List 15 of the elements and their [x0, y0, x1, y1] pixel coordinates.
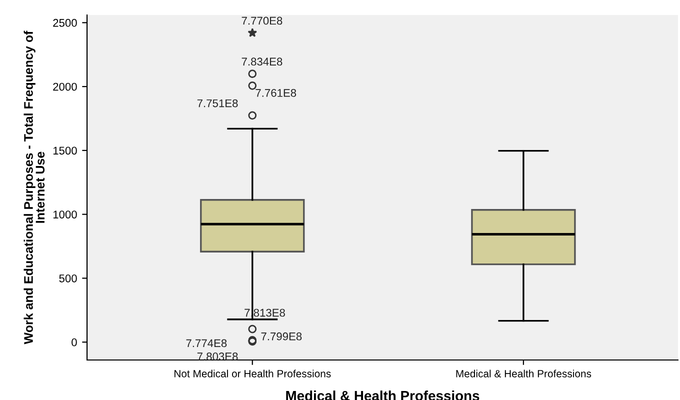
- y-tick-label: 0: [72, 338, 77, 346]
- annotation: 7.803E8: [197, 352, 238, 360]
- y-tick-label: 1500: [53, 146, 77, 155]
- annotation: 7.834E8: [242, 58, 282, 66]
- y-tick-label: 500: [59, 274, 77, 282]
- y-axis-title: Work and Educational Purposes - Total Frequency of Internet Use: [24, 30, 45, 344]
- y-tick-label: 2000: [53, 82, 77, 91]
- x-tick-label: Not Medical or Health Professions: [174, 370, 331, 378]
- annotation: 7.799E8: [261, 332, 302, 340]
- annotation: 7.774E8: [186, 339, 227, 348]
- y-tick-label: 1000: [53, 210, 77, 218]
- y-tick-label: 2500: [53, 18, 77, 27]
- annotation: 7.761E8: [256, 89, 296, 97]
- annotation: 7.770E8: [242, 16, 282, 25]
- annotation: 7.751E8: [197, 99, 238, 108]
